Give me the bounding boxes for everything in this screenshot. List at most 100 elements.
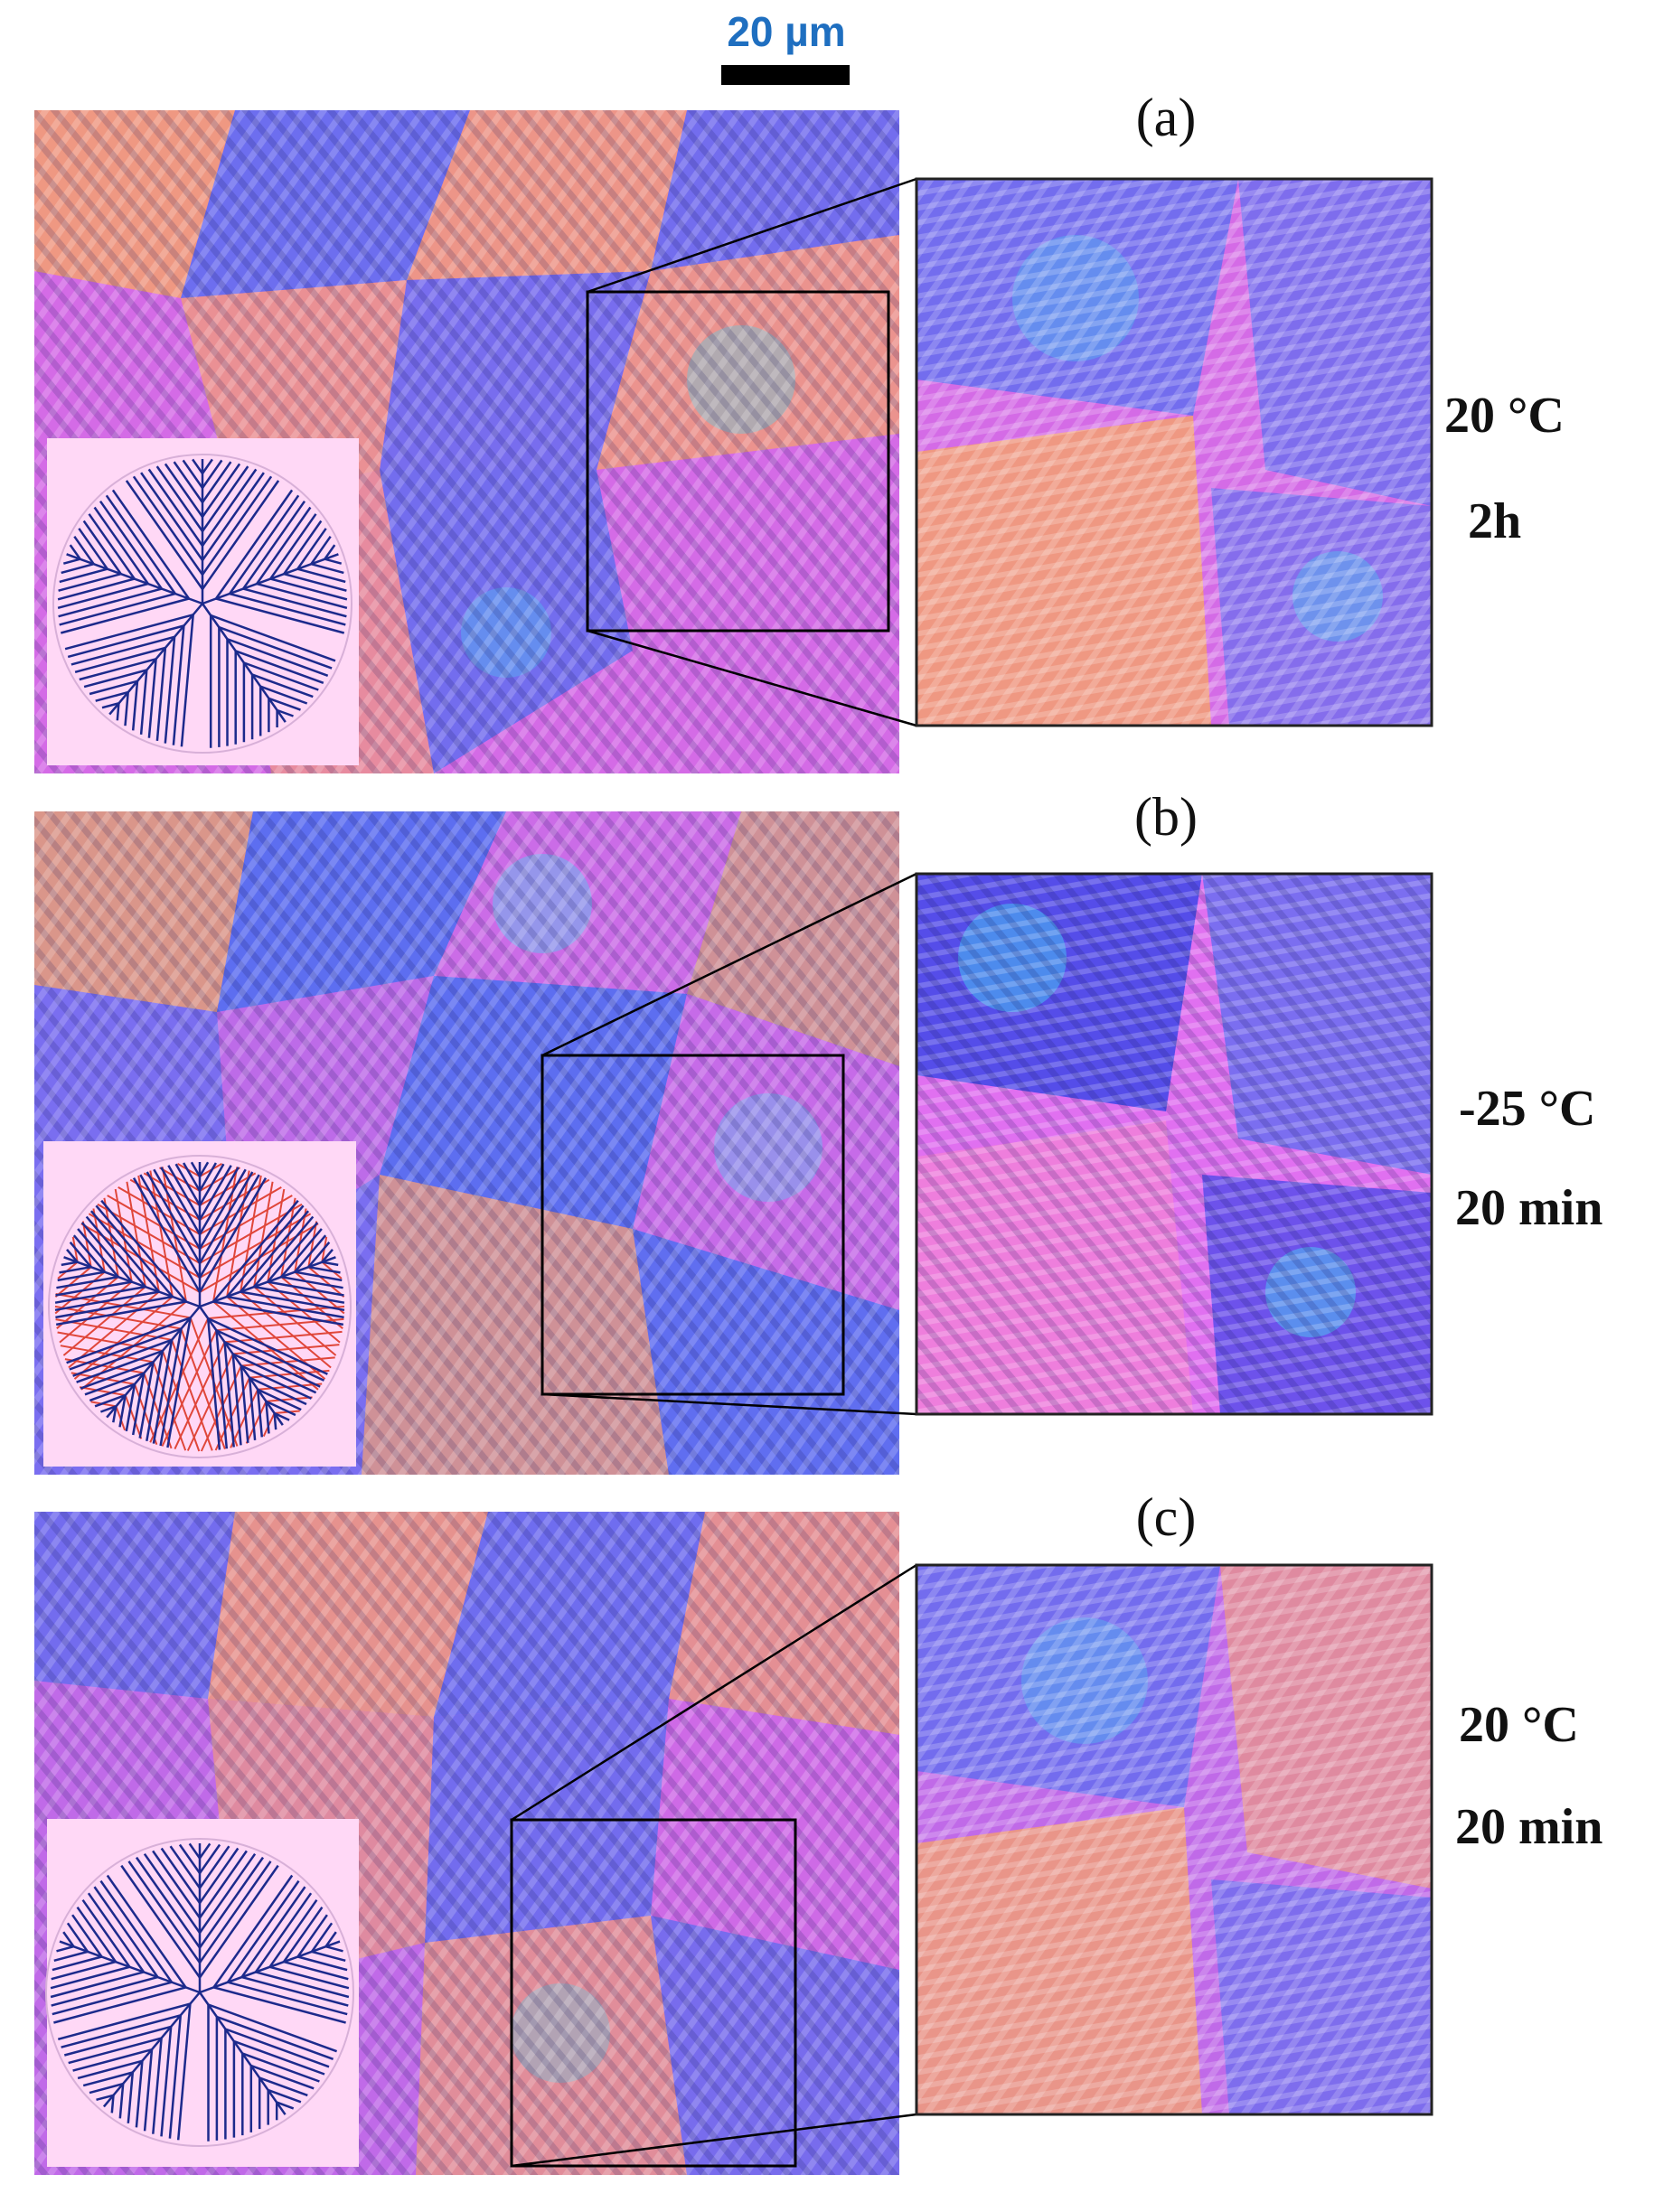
panel-b-time: 20 min: [1455, 1180, 1603, 1236]
tree-branch: [152, 1339, 174, 1444]
tree-branch: [251, 673, 314, 698]
tree-branch: [62, 1931, 75, 1947]
tree-branch: [58, 572, 122, 592]
tree-branch: [269, 1965, 350, 1990]
tree-branch: [161, 1350, 201, 1452]
tree-branch: [198, 1174, 260, 1279]
tree-branch: [160, 2026, 173, 2137]
tree-branch: [198, 1167, 240, 1235]
tree-branch: [215, 1330, 229, 1449]
tree-branch: [61, 1261, 78, 1267]
tree-branch: [155, 647, 167, 742]
tree-branch: [265, 1400, 296, 1417]
tree-branch: [89, 1210, 160, 1293]
tree-branch: [186, 1353, 234, 1451]
panel-b-connector-top: [541, 872, 917, 1057]
tree-branch: [131, 680, 139, 731]
tree-branch: [198, 1850, 248, 1919]
panel-c-inset-circle: [45, 1838, 354, 2147]
tree-branch: [201, 458, 213, 474]
tree-branch: [257, 1388, 302, 1411]
tree-branch: [324, 558, 343, 565]
tree-branch: [176, 2003, 192, 2141]
tree-branch: [93, 1886, 159, 1978]
tree-branch: [267, 1280, 344, 1297]
tree-branch: [54, 1285, 146, 1304]
tree-branch: [92, 1208, 106, 1272]
tree-branch: [164, 463, 204, 518]
tree-branch: [201, 468, 258, 547]
tree-branch: [50, 1971, 145, 1999]
panel-b-inset-circle: [48, 1155, 352, 1458]
tree-branch: [76, 1349, 164, 1383]
tree-branch: [88, 1213, 201, 1279]
tree-branch: [134, 1383, 158, 1446]
tree-branch: [240, 1290, 345, 1312]
tree-branch: [72, 2048, 153, 2072]
tree-branch: [253, 1286, 337, 1356]
tree-branch: [273, 1412, 277, 1430]
tree-branch: [101, 702, 119, 709]
tree-branch: [188, 1842, 202, 1860]
tree-branch: [69, 1241, 92, 1269]
tree-branch: [124, 691, 129, 726]
tree-branch: [267, 1222, 319, 1283]
tree-branch: [180, 614, 194, 747]
tree-branch: [232, 1353, 317, 1394]
tree-branch: [158, 1167, 201, 1192]
tree-branch: [66, 1248, 79, 1263]
tree-branch: [59, 567, 108, 584]
panel-c-connector-bottom: [511, 2113, 917, 2168]
tree-branch: [269, 513, 317, 580]
tree-branch: [190, 1161, 202, 1177]
tree-branch: [78, 528, 108, 570]
tree-branch: [274, 1411, 290, 1421]
tree-branch: [307, 1241, 331, 1269]
tree-branch: [70, 635, 175, 666]
tree-branch: [66, 1317, 192, 1364]
tree-branch: [198, 1163, 225, 1206]
tree-branch: [62, 558, 81, 565]
tree-branch: [84, 1372, 145, 1396]
tree-branch: [72, 1338, 173, 1377]
tree-branch: [132, 1176, 202, 1293]
tree-branch: [245, 1401, 268, 1444]
tree-branch: [242, 587, 347, 618]
panel-b-connector-bottom: [541, 1392, 917, 1416]
tree-branch: [256, 506, 312, 585]
tree-branch: [174, 1163, 202, 1206]
tree-branch: [232, 1344, 340, 1355]
tree-branch: [64, 614, 194, 651]
panel-a-zoom-box: [586, 290, 890, 633]
tree-branch: [87, 1892, 146, 1973]
tree-branch: [283, 572, 347, 592]
tree-branch: [198, 1845, 230, 1889]
tree-branch: [149, 1170, 174, 1298]
tree-branch: [198, 1168, 247, 1250]
tree-branch: [110, 2095, 115, 2114]
panel-a-temperature: 20 °C: [1444, 388, 1565, 444]
tree-branch: [213, 1986, 346, 2024]
tree-branch: [296, 1914, 328, 1958]
tree-branch: [116, 703, 120, 721]
tree-branch: [153, 1168, 202, 1250]
tree-branch: [269, 577, 348, 601]
tree-branch: [139, 1174, 202, 1279]
tree-branch: [216, 2015, 334, 2060]
tree-branch: [294, 1208, 307, 1272]
tree-branch: [198, 1861, 272, 1964]
tree-branch: [105, 494, 176, 595]
tree-branch: [152, 1850, 202, 1919]
tree-branch: [282, 1906, 324, 1963]
tree-branch: [297, 1955, 348, 1972]
tree-branch: [201, 472, 265, 561]
tree-branch: [79, 658, 156, 681]
tree-branch: [266, 1396, 313, 1402]
tree-branch: [310, 562, 344, 575]
tree-branch: [283, 1960, 349, 1981]
tree-branch: [168, 2015, 183, 2139]
tree-branch: [155, 465, 204, 532]
tree-branch: [125, 480, 204, 590]
tree-branch: [54, 1305, 182, 1330]
tree-branch: [233, 2039, 325, 2076]
